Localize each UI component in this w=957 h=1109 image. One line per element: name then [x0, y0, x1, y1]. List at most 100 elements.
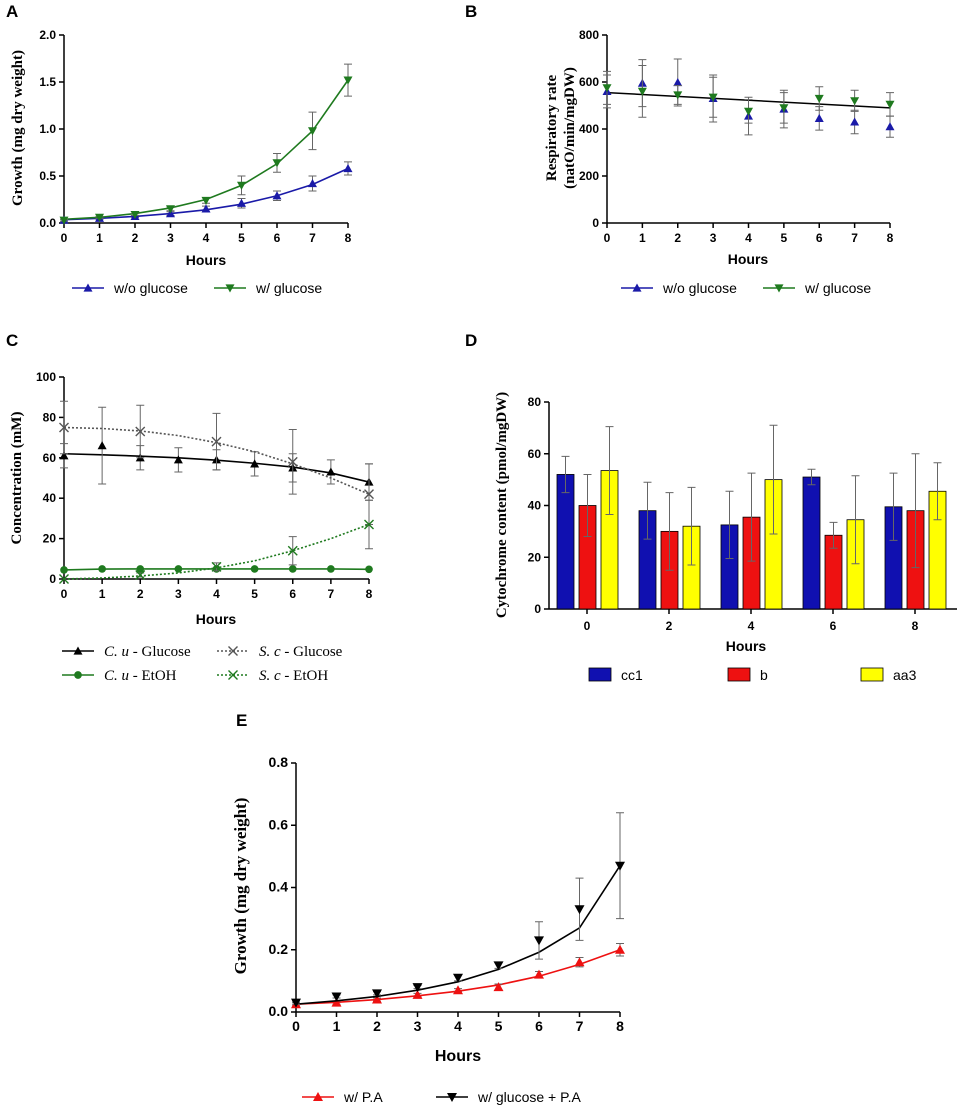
panel-c-series-3-point [287, 545, 298, 556]
panel-a-ylabel: Growth (mg dry weight) [10, 50, 26, 206]
panel-a-series-1-point [95, 213, 104, 222]
panel-c-legend-label-compound: - Glucose [281, 644, 343, 660]
panel-d-y-tick-label: 60 [528, 447, 542, 461]
panel-d-legend-label: cc1 [621, 667, 643, 683]
panel-b-y-tick-label: 800 [579, 28, 599, 42]
panel-d-y-tick-label: 0 [534, 602, 541, 616]
panel-c-series-2-point [287, 456, 298, 467]
panel-b-series-0-point [850, 117, 860, 126]
panel-a-y-tick-label: 1.0 [39, 122, 56, 136]
panel-a-x-tick-label: 4 [203, 231, 210, 245]
panel-letter-c: C [6, 331, 18, 350]
panel-a-x-tick-label: 7 [309, 231, 316, 245]
panel-d-chart: 0 20 40 60 80 0 2 4 6 8 [528, 395, 957, 633]
panel-c-legend-label: S. c - Glucose [259, 644, 343, 660]
panel-e-legend-label: w/ P.A [343, 1089, 383, 1105]
panel-c-chart: 0 20 40 60 80 100 0 1 2 3 4 5 6 7 8 [36, 370, 374, 601]
panel-c-x-tick-label: 0 [61, 587, 68, 601]
panel-d-error-bar [851, 475, 860, 565]
panel-e-legend: w/ P.A w/ glucose + P.A [302, 1089, 582, 1105]
panel-a-xlabel: Hours [186, 252, 227, 268]
panel-a-y-tick-label: 0.0 [39, 216, 56, 230]
panel-e-x-tick-label: 2 [373, 1018, 381, 1034]
panel-a-series-1-point [272, 159, 282, 168]
panel-d-x-tick-label: 4 [748, 619, 755, 633]
panel-e-series-0-point [331, 997, 342, 1007]
panel-d-error-bar [605, 426, 614, 516]
panel-a-series-0-point [343, 163, 353, 173]
panel-a-legend-label: w/o glucose [113, 280, 188, 296]
panel-b-x-tick-label: 3 [710, 231, 717, 245]
panel-a-y-tick-label: 1.5 [39, 75, 56, 89]
panel-c-series-1-point [288, 565, 297, 573]
panel-e-x-tick-label: 5 [495, 1018, 503, 1034]
panel-c-series-0-point [250, 459, 260, 468]
panel-d-legend: cc1 b aa3 [588, 667, 917, 683]
panel-d-error-bar [665, 492, 674, 571]
panel-b-series-0-point [885, 122, 895, 131]
panel-c-ylabel: Concentration (mM) [9, 412, 25, 545]
panel-e-legend-marker [447, 1093, 457, 1102]
panel-c-x-tick-label: 2 [137, 587, 144, 601]
panel-a-chart: 0.0 0.5 1.0 1.5 2.0 0 1 2 3 4 5 6 7 8 [39, 28, 353, 245]
panel-e-series-1-point [412, 983, 423, 993]
panel-e-y-tick-label: 0.0 [269, 1003, 289, 1019]
panel-c-series-3-point [59, 574, 69, 584]
panel-a-y-tick-label: 2.0 [39, 28, 56, 42]
panel-letter-a: A [6, 2, 18, 21]
panel-c-series-1-point [136, 565, 145, 573]
panel-a-series-0-point [237, 198, 246, 207]
panel-c-x-tick-label: 4 [213, 587, 220, 601]
panel-d-error-bar [561, 455, 570, 494]
panel-c-y-tick-label: 20 [43, 532, 57, 546]
panel-d-error-bar [933, 462, 942, 521]
panel-d-legend-swatch [860, 667, 884, 682]
panel-d-error-bar [583, 473, 592, 538]
panel-b-x-tick-label: 5 [781, 231, 788, 245]
panel-e-x-tick-label: 0 [292, 1018, 300, 1034]
panel-e-legend-marker [313, 1092, 323, 1101]
panel-b-x-tick-label: 1 [639, 231, 646, 245]
panel-e-ylabel: Growth (mg dry weight) [231, 798, 250, 975]
panel-e-x-tick-label: 3 [414, 1018, 422, 1034]
panel-b-x-tick-label: 0 [604, 231, 611, 245]
panel-b-series-1-point [637, 87, 647, 96]
panel-b-legend-marker [774, 284, 784, 293]
panel-a-x-tick-label: 0 [61, 231, 68, 245]
panel-a-series-1-point [308, 127, 317, 136]
panel-e-xlabel: Hours [435, 1048, 481, 1065]
panel-e-x-tick-label: 8 [616, 1018, 624, 1034]
panel-b-chart: 0 200 400 600 800 0 1 2 3 4 5 6 7 8 [579, 28, 895, 245]
panel-b-series-0-point [673, 77, 683, 87]
panel-c-y-tick-label: 40 [43, 491, 57, 505]
panel-c-series-1-point [174, 565, 183, 573]
panel-d-xlabel: Hours [726, 638, 767, 654]
panel-e-x-tick-label: 7 [576, 1018, 584, 1034]
panel-a-x-tick-label: 8 [345, 231, 352, 245]
panel-b-series-1-point [850, 97, 860, 106]
panel-b-series-1-point [814, 94, 824, 103]
panel-d-y-tick-label: 20 [528, 550, 542, 564]
panel-a-series-1-point [130, 210, 140, 220]
panel-c-legend-label-species: S. c [259, 668, 281, 684]
panel-e-x-tick-label: 1 [333, 1018, 341, 1034]
panel-c-series-1-point [98, 565, 106, 573]
panel-c-x-tick-label: 6 [289, 587, 296, 601]
panel-a-series-0-point [272, 191, 282, 200]
panel-e-series-1-point [372, 989, 382, 999]
panel-c-legend-label-compound: - EtOH [281, 668, 329, 684]
panel-d-error-bar [807, 468, 816, 486]
panel-e-x-tick-label: 6 [535, 1018, 543, 1034]
panel-b-legend-label: w/ glucose [804, 280, 871, 296]
panel-b-x-tick-label: 7 [851, 231, 858, 245]
panel-a-x-tick-label: 3 [167, 231, 174, 245]
panel-d-x-tick-label: 6 [830, 619, 837, 633]
panel-c-y-tick-label: 60 [43, 451, 57, 465]
panel-b-series-1-point [673, 91, 683, 100]
panel-d-error-bar [889, 472, 898, 541]
panel-e-series-0-point [574, 957, 585, 967]
panel-b-ylabel: Respiratory rate (natO/min/mgDW) [544, 67, 578, 189]
panel-c-x-tick-label: 8 [366, 587, 373, 601]
panel-e-series-1-point [493, 961, 504, 971]
